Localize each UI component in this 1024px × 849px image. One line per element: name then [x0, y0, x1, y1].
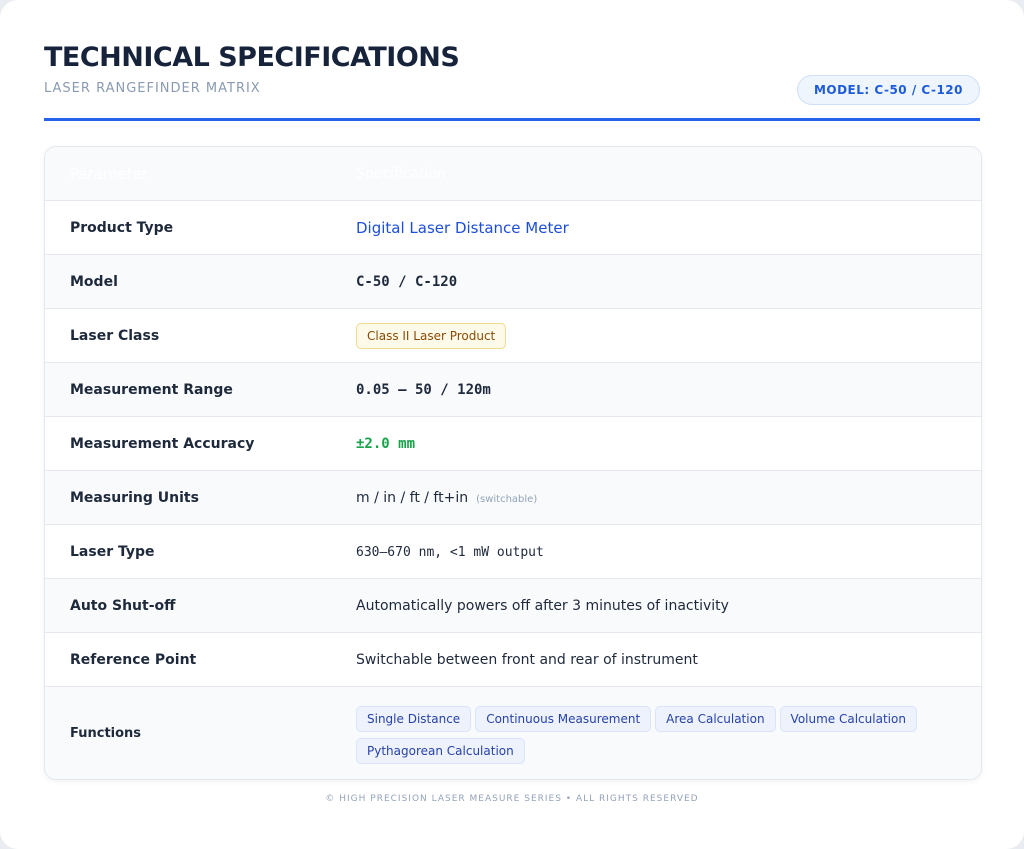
specification-cell: Single Distance Continuous Measurement Are… [356, 696, 981, 770]
specification-cell: Switchable between front and rear of ins… [356, 652, 981, 668]
table-row: Reference Point Switchable between front … [45, 632, 981, 686]
function-chip: Continuous Measurement [475, 706, 652, 732]
table-row: Measurement Accuracy ±2.0 mm [45, 416, 981, 470]
specification-cell: Automatically powers off after 3 minutes… [356, 598, 981, 614]
table-row: Product Type Digital Laser Distance Meter [45, 200, 981, 254]
parameter: Measurement Range [70, 381, 233, 398]
specification: C-50 / C-120 [356, 273, 458, 290]
function-chip: Volume Calculation [779, 706, 917, 732]
table-row: Laser Type 630–670 nm, <1 mW output [45, 524, 981, 578]
function-chip: Area Calculation [655, 706, 776, 732]
table-row: Functions Single Distance Continuous Measu… [45, 686, 981, 779]
table-row: Measuring Units m / in / ft / ft+in (switc… [45, 470, 981, 524]
rule [44, 118, 980, 121]
column-header: Specification [356, 165, 446, 182]
specification-cell: 630–670 nm, <1 mW output [356, 544, 981, 560]
specification-cell: Class II Laser Product [356, 322, 981, 349]
specification: ±2.0 mm [356, 435, 416, 452]
specification: 630–670 nm, <1 mW output [356, 544, 544, 560]
table-row: Auto Shut-off Automatically powers off af… [45, 578, 981, 632]
parameter: Measuring Units [70, 489, 199, 506]
spec-table: Parameter Specification Product Type Digi… [44, 146, 982, 780]
column-header: Parameter [70, 164, 149, 183]
parameter: Laser Type [70, 543, 155, 560]
parameter: Model [70, 273, 118, 290]
parameter: Measurement Accuracy [70, 435, 255, 452]
specification-cell: Digital Laser Distance Meter [356, 219, 981, 237]
specification: Automatically powers off after 3 minutes… [356, 597, 729, 614]
table-row: Laser Class Class II Laser Product [45, 308, 981, 362]
footer: © HIGH PRECISION LASER MEASURE SERIES • … [325, 794, 699, 804]
table-row: Model C-50 / C-120 [45, 254, 981, 308]
specification-cell: C-50 / C-120 [356, 274, 981, 290]
note: (switchable) [476, 493, 538, 505]
specification: Digital Laser Distance Meter [356, 218, 569, 237]
specification-cell: m / in / ft / ft+in (switchable) [356, 490, 981, 506]
specification: 0.05 – 50 / 120m [356, 381, 491, 398]
title: TECHNICAL SPECIFICATIONS [44, 42, 460, 73]
parameter: Laser Class [70, 327, 160, 344]
specification-cell: 0.05 – 50 / 120m [356, 382, 981, 398]
parameter: Reference Point [70, 651, 197, 668]
specification: Switchable between front and rear of ins… [356, 651, 698, 668]
parameter: Functions [70, 725, 142, 741]
specification: m / in / ft / ft+in [356, 489, 469, 506]
function-chip: Pythagorean Calculation [356, 738, 525, 764]
parameter: Product Type [70, 219, 174, 236]
parameter: Auto Shut-off [70, 597, 176, 614]
class-chip: Class II Laser Product [356, 322, 507, 349]
header-row: Parameter Specification [45, 147, 981, 200]
specification-cell: ±2.0 mm [356, 436, 981, 452]
table-row: Measurement Range 0.05 – 50 / 120m [45, 362, 981, 416]
function-chip: Single Distance [356, 706, 472, 732]
subtitle: LASER RANGEFINDER MATRIX [44, 81, 261, 96]
badge: MODEL: C-50 / C-120 [796, 75, 980, 105]
